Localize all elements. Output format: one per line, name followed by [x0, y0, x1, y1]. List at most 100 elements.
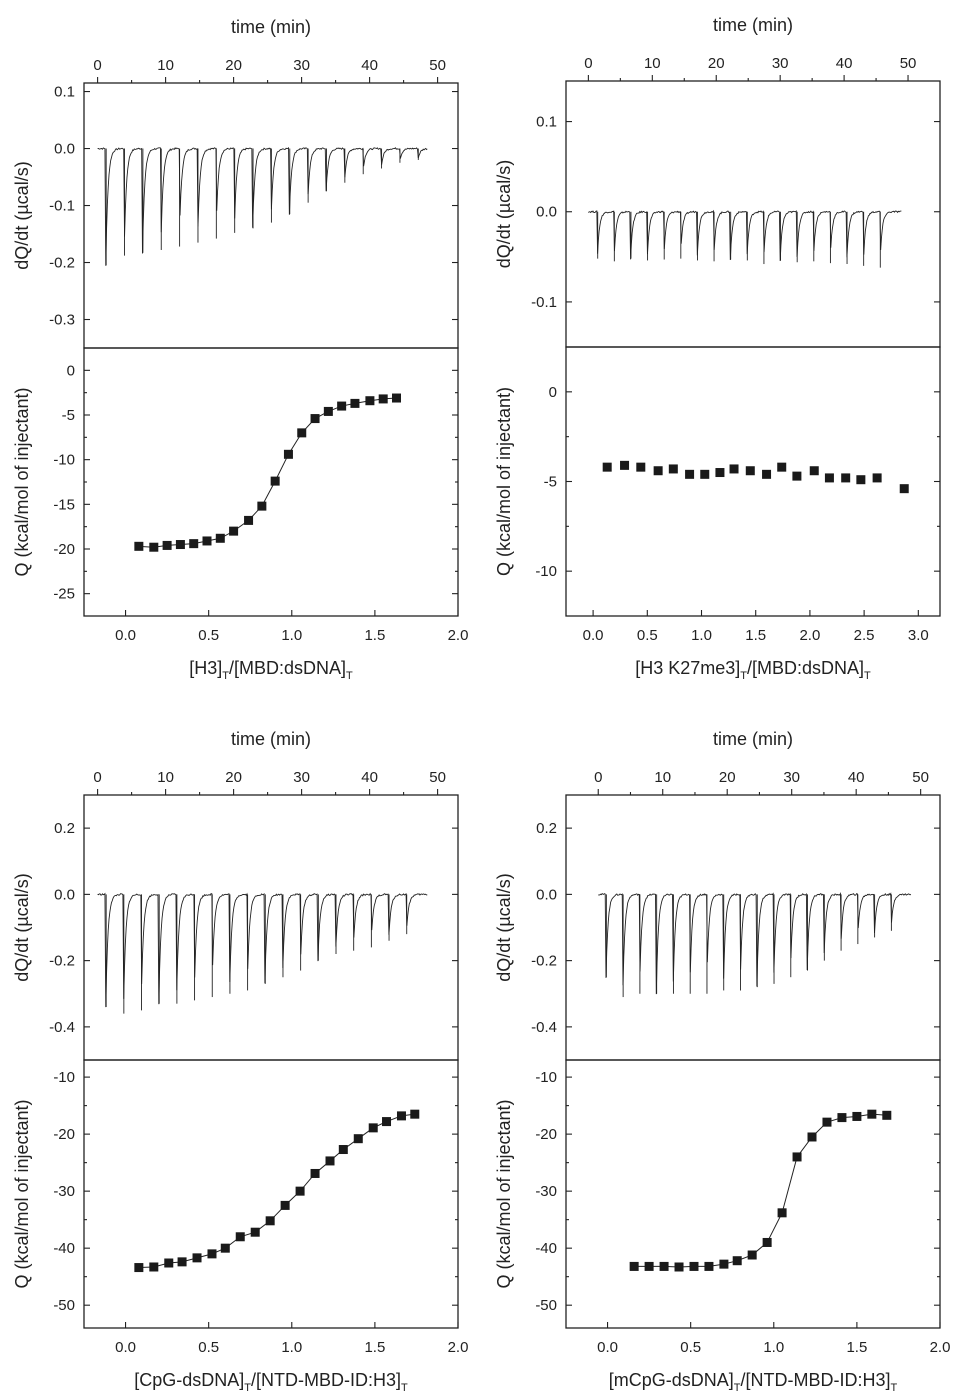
isotherm-data-point — [729, 464, 739, 474]
panel-c: 0 10 20 30 40 50 time (min) 0.2 0.0 -0.2 -0.4 dQ/dt… — [12, 729, 468, 1393]
isotherm-data-point — [297, 428, 307, 438]
time-tick-label: 10 — [644, 55, 661, 72]
isotherm-data-point — [653, 466, 663, 476]
time-tick-label: 50 — [912, 769, 929, 786]
isotherm-xtick-label: 1.5 — [846, 1339, 867, 1356]
isotherm-data-point — [882, 1110, 892, 1120]
thermogram-ylabel: dQ/dt (µcal/s) — [12, 873, 32, 981]
isotherm-data-point — [410, 1109, 420, 1119]
isotherm-ytick-label: -20 — [53, 541, 75, 558]
isotherm-data-point — [762, 469, 772, 479]
isotherm-data-point — [323, 406, 333, 416]
xlabel-text: /[NTD-MBD-ID:H3] — [741, 1370, 891, 1390]
xlabel-subscript: T — [864, 670, 871, 682]
isotherm-data-point — [899, 484, 909, 494]
time-tick-label: 30 — [293, 769, 310, 786]
isotherm-data-point — [867, 1109, 877, 1119]
time-tick-label: 0 — [93, 57, 101, 74]
xlabel-text: /[NTD-MBD-ID:H3] — [251, 1370, 401, 1390]
panel-d: 0 10 20 30 40 50 time (min) 0.2 0.0 -0.2 -0.4 dQ/dt… — [494, 729, 950, 1393]
thermogram-ytick-label: -0.2 — [49, 255, 75, 272]
isotherm-xtick-label: 1.5 — [364, 627, 385, 644]
thermogram-ytick-label: -0.2 — [49, 953, 75, 970]
isotherm-xtick-label: 0.0 — [597, 1339, 618, 1356]
isotherm-fit-curve — [138, 1113, 415, 1269]
time-tick-label: 10 — [654, 769, 671, 786]
time-tick-label: 20 — [225, 57, 242, 74]
isotherm-data-point — [265, 1216, 275, 1226]
isotherm-data-point — [177, 1257, 187, 1267]
isotherm-data-point — [207, 1249, 217, 1259]
xlabel-text: [mCpG-dsDNA] — [609, 1370, 734, 1390]
thermogram-ytick-label: 0.0 — [536, 886, 557, 903]
isotherm-data-point — [689, 1261, 699, 1271]
time-tick-label: 0 — [594, 769, 602, 786]
isotherm-data-point — [220, 1243, 230, 1253]
isotherm-data-point — [807, 1132, 817, 1142]
isotherm-data-point — [337, 401, 347, 411]
isotherm-xtick-label: 1.0 — [691, 627, 712, 644]
isotherm-ytick-label: 0 — [67, 362, 75, 379]
isotherm-data-point — [659, 1261, 669, 1271]
xlabel-subscript: T — [346, 670, 353, 682]
thermogram-ytick-label: -0.1 — [49, 198, 75, 215]
isotherm-data-point — [189, 539, 199, 549]
isotherm-ytick-label: -30 — [53, 1183, 75, 1200]
isotherm-data-point — [295, 1186, 305, 1196]
isotherm-data-point — [777, 1208, 787, 1218]
isotherm-frame — [565, 346, 941, 617]
isotherm-ytick-label: -10 — [535, 1069, 557, 1086]
time-tick-label: 10 — [157, 769, 174, 786]
isotherm-data-point — [685, 469, 695, 479]
thermogram-ylabel: dQ/dt (µcal/s) — [494, 160, 514, 268]
isotherm-data-point — [202, 536, 212, 546]
thermogram-ylabel: dQ/dt (µcal/s) — [12, 161, 32, 269]
time-tick-label: 40 — [361, 57, 378, 74]
isotherm-data-point — [636, 462, 646, 472]
time-axis-title: time (min) — [713, 729, 793, 749]
thermogram-trace — [97, 892, 428, 1008]
thermogram-trace — [588, 209, 902, 262]
time-tick-label: 40 — [836, 55, 853, 72]
isotherm-data-point — [270, 476, 280, 486]
isotherm-data-point — [777, 462, 787, 472]
thermogram-ytick-label: 0.0 — [54, 141, 75, 158]
time-tick-label: 30 — [772, 55, 789, 72]
isotherm-xtick-label: 0.5 — [637, 627, 658, 644]
xlabel-subscript: T — [222, 670, 229, 682]
isotherm-xtick-label: 0.0 — [583, 627, 604, 644]
thermogram-ytick-label: -0.1 — [531, 294, 557, 311]
isotherm-data-point — [378, 394, 388, 404]
isotherm-xtick-label: 0.5 — [680, 1339, 701, 1356]
thermogram-ytick-label: -0.4 — [49, 1019, 75, 1036]
isotherm-xlabel: [H3]T/[MBD:dsDNA]T — [189, 658, 353, 682]
thermogram-ytick-label: -0.3 — [49, 312, 75, 329]
xlabel-text: [H3 K27me3] — [635, 658, 740, 678]
isotherm-data-point — [250, 1227, 260, 1237]
isotherm-data-point — [747, 1250, 757, 1260]
isotherm-ytick-label: -5 — [62, 407, 75, 424]
thermogram-ytick-label: 0.1 — [536, 114, 557, 131]
time-tick-label: 20 — [225, 769, 242, 786]
isotherm-data-point — [700, 469, 710, 479]
isotherm-data-point — [620, 460, 630, 470]
isotherm-data-point — [704, 1261, 714, 1271]
xlabel-subscript: T — [734, 1382, 741, 1393]
xlabel-text: [CpG-dsDNA] — [134, 1370, 244, 1390]
isotherm-data-point — [175, 540, 185, 550]
time-tick-label: 50 — [429, 57, 446, 74]
time-tick-label: 0 — [93, 769, 101, 786]
isotherm-xtick-label: 1.0 — [281, 627, 302, 644]
isotherm-data-point — [368, 1123, 378, 1133]
time-tick-label: 50 — [900, 55, 917, 72]
isotherm-data-point — [134, 1263, 144, 1273]
isotherm-data-point — [841, 473, 851, 483]
isotherm-data-point — [644, 1261, 654, 1271]
isotherm-data-point — [762, 1237, 772, 1247]
isotherm-xtick-label: 0.0 — [115, 1339, 136, 1356]
isotherm-data-point — [602, 462, 612, 472]
isotherm-data-point — [719, 1259, 729, 1269]
isotherm-ylabel: Q (kcal/mol of injectant) — [12, 1099, 32, 1288]
time-tick-label: 20 — [708, 55, 725, 72]
